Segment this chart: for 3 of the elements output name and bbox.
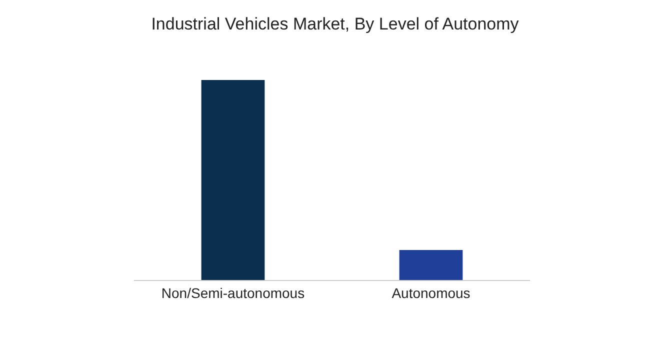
- x-tick-label: Non/Semi-autonomous: [161, 284, 305, 301]
- chart-title: Industrial Vehicles Market, By Level of Autonomy: [151, 14, 520, 34]
- x-tick-label: Autonomous: [392, 284, 470, 301]
